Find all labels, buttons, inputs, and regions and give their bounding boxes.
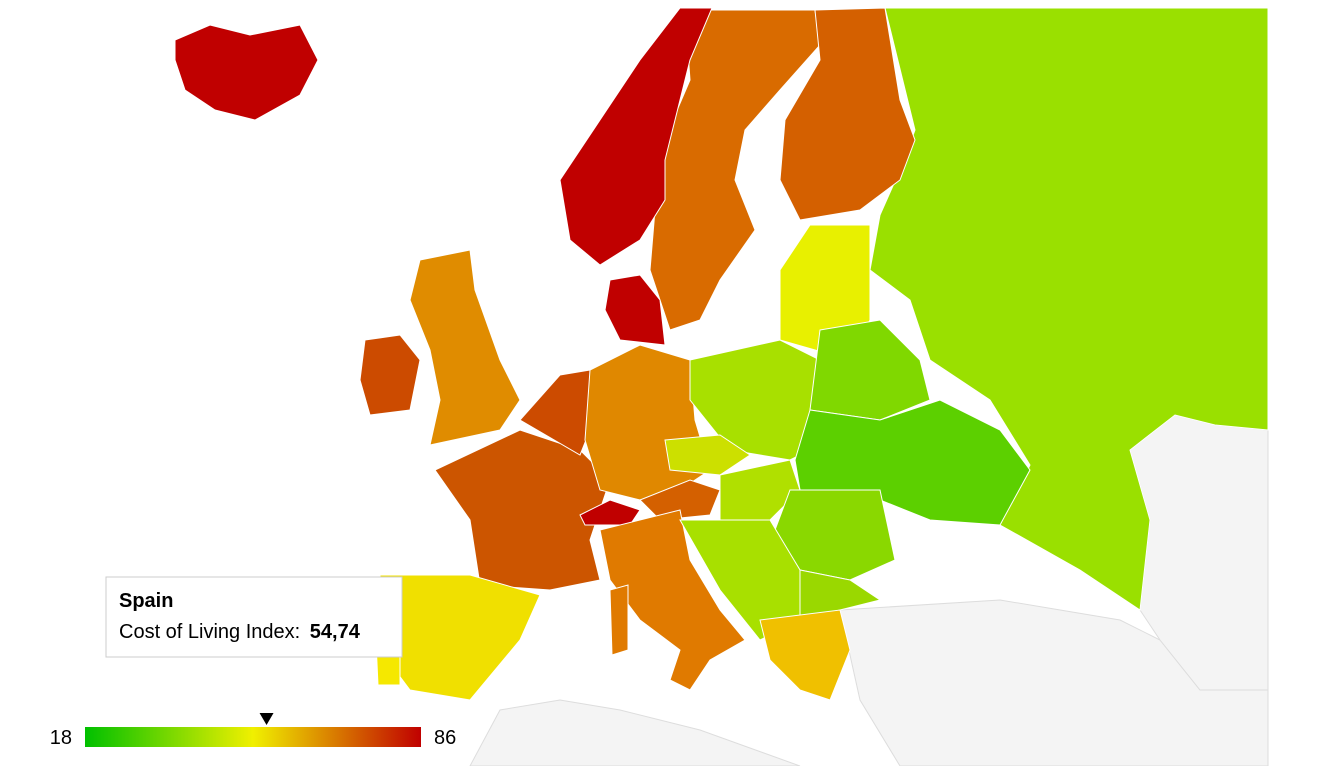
legend: 18 86 bbox=[50, 713, 456, 749]
tooltip-value: 54,74 bbox=[310, 621, 361, 643]
united-kingdom[interactable] bbox=[409, 249, 521, 446]
norway[interactable] bbox=[559, 7, 713, 266]
tooltip-label: Cost of Living Index: 54,74 bbox=[119, 621, 361, 643]
legend-marker bbox=[259, 713, 274, 725]
greece[interactable] bbox=[759, 609, 851, 701]
background-land bbox=[469, 414, 1269, 766]
bulgaria[interactable] bbox=[799, 569, 882, 621]
legend-min: 18 bbox=[50, 727, 72, 749]
spain[interactable] bbox=[379, 574, 541, 701]
denmark[interactable] bbox=[604, 274, 666, 346]
iceland[interactable] bbox=[174, 24, 319, 121]
legend-scale bbox=[85, 727, 421, 747]
tooltip-metric: Cost of Living Index: bbox=[119, 621, 300, 643]
belarus[interactable] bbox=[809, 319, 931, 421]
legend-max: 86 bbox=[434, 727, 456, 749]
tooltip-title: Spain bbox=[119, 590, 173, 612]
sardinia[interactable] bbox=[609, 584, 629, 656]
italy[interactable] bbox=[599, 509, 746, 691]
tooltip: Spain Cost of Living Index: 54,74 bbox=[105, 576, 403, 658]
czechia[interactable] bbox=[664, 434, 751, 476]
ireland[interactable] bbox=[359, 334, 421, 416]
switzerland[interactable] bbox=[579, 499, 641, 526]
countries bbox=[174, 7, 1269, 701]
france[interactable] bbox=[434, 429, 611, 591]
finland[interactable] bbox=[779, 7, 916, 221]
africa bbox=[469, 699, 801, 766]
tooltip-box bbox=[105, 576, 403, 658]
